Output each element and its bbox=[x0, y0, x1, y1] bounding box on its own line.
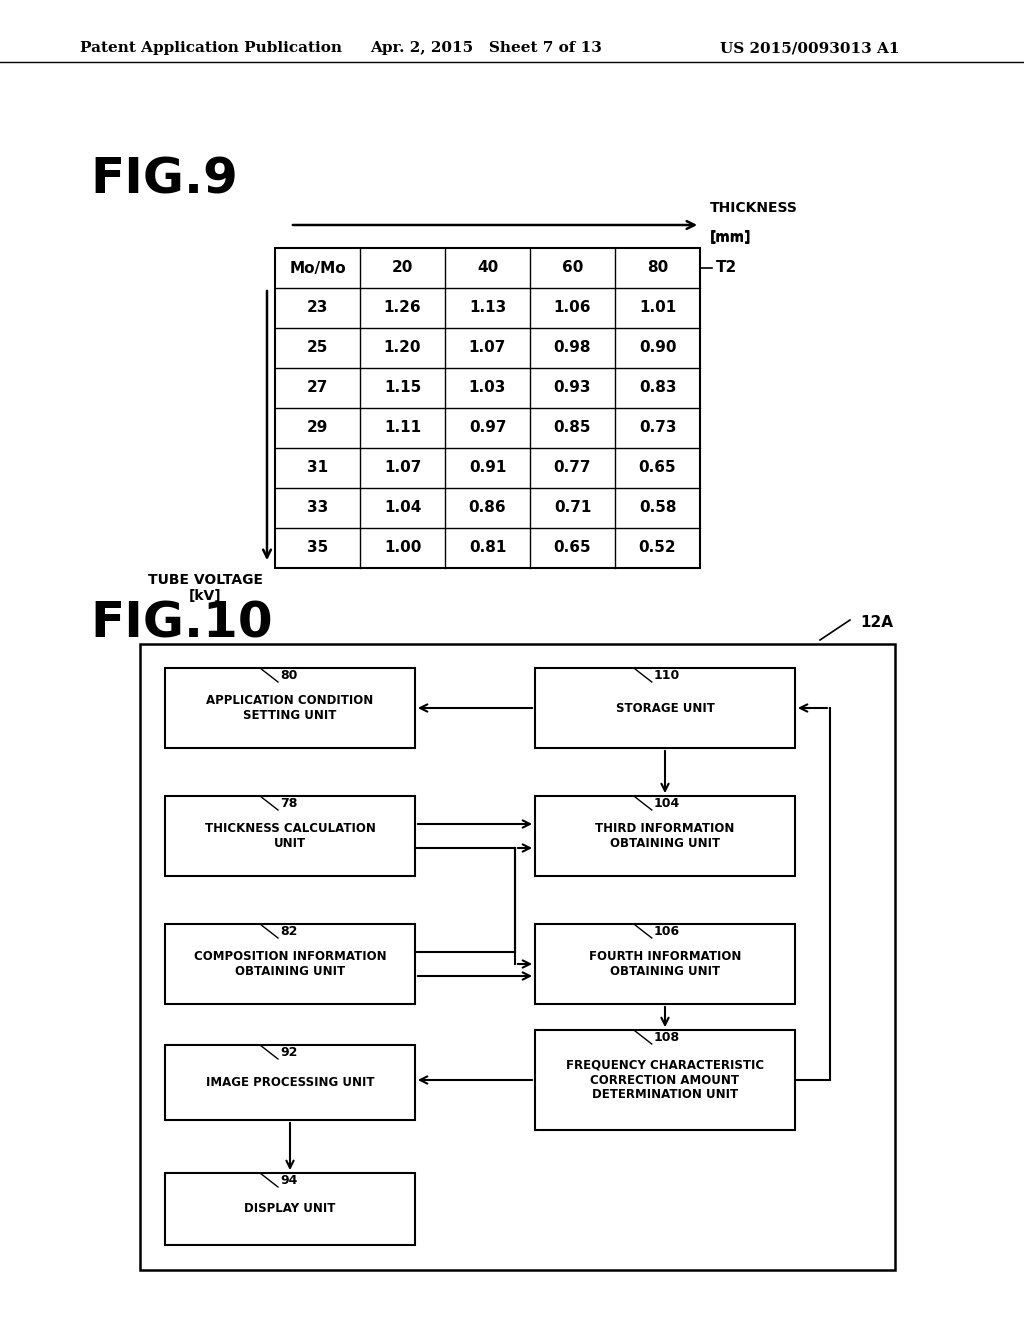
Text: [mm]: [mm] bbox=[710, 230, 752, 244]
Text: DISPLAY UNIT: DISPLAY UNIT bbox=[245, 1203, 336, 1216]
Text: 108: 108 bbox=[653, 1031, 680, 1044]
Text: TUBE VOLTAGE
[kV]: TUBE VOLTAGE [kV] bbox=[148, 573, 263, 603]
Bar bbox=[535, 924, 795, 1005]
Bar bbox=[165, 924, 415, 1005]
Bar bbox=[535, 796, 795, 876]
Text: 1.04: 1.04 bbox=[384, 500, 421, 516]
Text: FREQUENCY CHARACTERISTIC
CORRECTION AMOUNT
DETERMINATION UNIT: FREQUENCY CHARACTERISTIC CORRECTION AMOU… bbox=[566, 1059, 764, 1101]
Text: Mo/Mo: Mo/Mo bbox=[289, 260, 346, 276]
Text: 29: 29 bbox=[307, 421, 328, 436]
Text: THICKNESS CALCULATION
UNIT: THICKNESS CALCULATION UNIT bbox=[205, 822, 376, 850]
Bar bbox=[140, 644, 895, 1270]
Text: 0.83: 0.83 bbox=[639, 380, 676, 396]
Text: 1.07: 1.07 bbox=[384, 461, 421, 475]
Text: Patent Application Publication: Patent Application Publication bbox=[80, 41, 342, 55]
Text: 1.01: 1.01 bbox=[639, 301, 676, 315]
Text: 1.26: 1.26 bbox=[384, 301, 421, 315]
Text: 80: 80 bbox=[647, 260, 668, 276]
Text: US 2015/0093013 A1: US 2015/0093013 A1 bbox=[720, 41, 899, 55]
Text: 0.81: 0.81 bbox=[469, 540, 506, 556]
Text: THIRD INFORMATION
OBTAINING UNIT: THIRD INFORMATION OBTAINING UNIT bbox=[595, 822, 734, 850]
Text: COMPOSITION INFORMATION
OBTAINING UNIT: COMPOSITION INFORMATION OBTAINING UNIT bbox=[194, 950, 386, 978]
Text: 1.03: 1.03 bbox=[469, 380, 506, 396]
Text: 0.85: 0.85 bbox=[554, 421, 591, 436]
Text: 80: 80 bbox=[280, 669, 297, 682]
Text: 0.58: 0.58 bbox=[639, 500, 676, 516]
Text: 0.86: 0.86 bbox=[469, 500, 506, 516]
Text: IMAGE PROCESSING UNIT: IMAGE PROCESSING UNIT bbox=[206, 1076, 374, 1089]
Bar bbox=[535, 1030, 795, 1130]
Text: 104: 104 bbox=[653, 797, 680, 810]
Text: 0.91: 0.91 bbox=[469, 461, 506, 475]
Text: 1.20: 1.20 bbox=[384, 341, 421, 355]
Text: 0.98: 0.98 bbox=[554, 341, 591, 355]
Bar bbox=[165, 796, 415, 876]
Bar bbox=[275, 248, 700, 568]
Text: Apr. 2, 2015   Sheet 7 of 13: Apr. 2, 2015 Sheet 7 of 13 bbox=[370, 41, 602, 55]
Text: 25: 25 bbox=[307, 341, 328, 355]
Text: 1.13: 1.13 bbox=[469, 301, 506, 315]
Text: 33: 33 bbox=[307, 500, 328, 516]
Text: 40: 40 bbox=[477, 260, 498, 276]
Text: 1.06: 1.06 bbox=[554, 301, 591, 315]
Text: 82: 82 bbox=[280, 925, 297, 939]
Text: 110: 110 bbox=[653, 669, 680, 682]
Text: 27: 27 bbox=[307, 380, 328, 396]
Bar bbox=[165, 668, 415, 748]
Text: 92: 92 bbox=[280, 1045, 297, 1059]
Text: 60: 60 bbox=[562, 260, 584, 276]
Text: 78: 78 bbox=[280, 797, 297, 810]
Text: 0.65: 0.65 bbox=[554, 540, 591, 556]
Text: FOURTH INFORMATION
OBTAINING UNIT: FOURTH INFORMATION OBTAINING UNIT bbox=[589, 950, 741, 978]
Text: 0.71: 0.71 bbox=[554, 500, 591, 516]
Text: 0.97: 0.97 bbox=[469, 421, 506, 436]
Bar bbox=[165, 1173, 415, 1245]
Text: 94: 94 bbox=[280, 1173, 297, 1187]
Text: 35: 35 bbox=[307, 540, 328, 556]
Text: 0.90: 0.90 bbox=[639, 341, 676, 355]
Bar bbox=[535, 668, 795, 748]
Text: T2: T2 bbox=[716, 260, 737, 276]
Text: [mm]: [mm] bbox=[710, 215, 752, 246]
Text: FIG.9: FIG.9 bbox=[90, 154, 238, 203]
Text: 31: 31 bbox=[307, 461, 328, 475]
Text: 106: 106 bbox=[653, 925, 680, 939]
Text: APPLICATION CONDITION
SETTING UNIT: APPLICATION CONDITION SETTING UNIT bbox=[207, 694, 374, 722]
Text: 1.07: 1.07 bbox=[469, 341, 506, 355]
Text: 0.65: 0.65 bbox=[639, 461, 676, 475]
Text: THICKNESS: THICKNESS bbox=[710, 201, 798, 215]
Text: STORAGE UNIT: STORAGE UNIT bbox=[615, 701, 715, 714]
Text: 12A: 12A bbox=[860, 615, 893, 630]
Text: 0.52: 0.52 bbox=[639, 540, 676, 556]
Text: 0.73: 0.73 bbox=[639, 421, 676, 436]
Text: 23: 23 bbox=[307, 301, 328, 315]
Text: 1.15: 1.15 bbox=[384, 380, 421, 396]
Text: 1.11: 1.11 bbox=[384, 421, 421, 436]
Text: 1.00: 1.00 bbox=[384, 540, 421, 556]
Text: 0.77: 0.77 bbox=[554, 461, 591, 475]
Text: 20: 20 bbox=[392, 260, 414, 276]
Text: FIG.10: FIG.10 bbox=[90, 601, 272, 648]
Bar bbox=[165, 1045, 415, 1119]
Text: 0.93: 0.93 bbox=[554, 380, 591, 396]
